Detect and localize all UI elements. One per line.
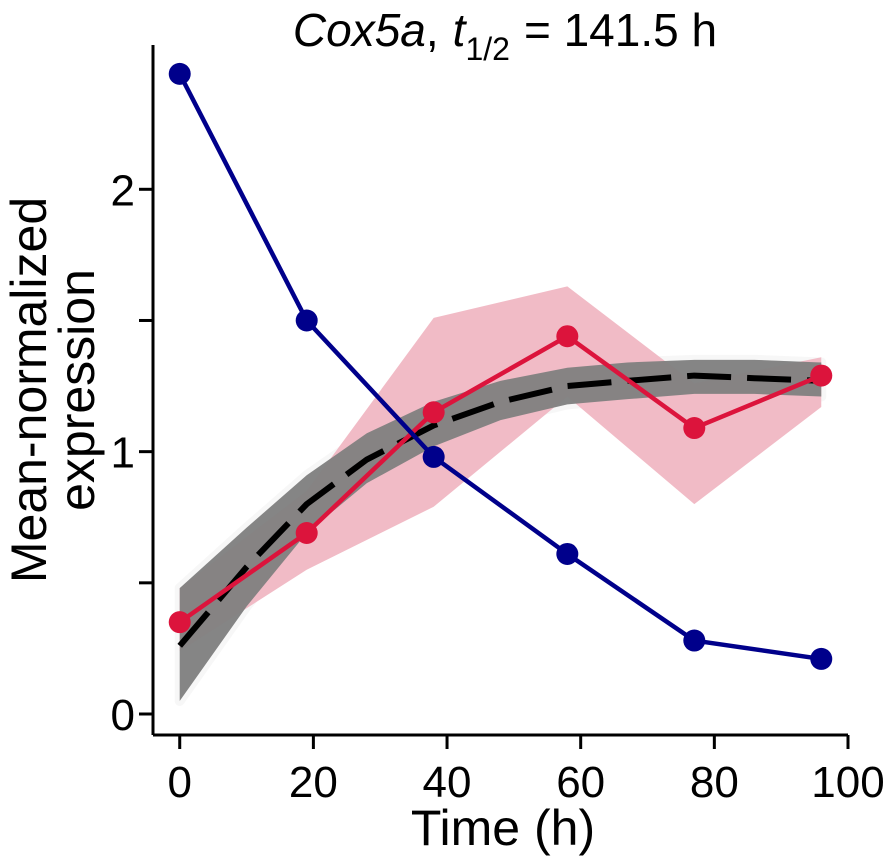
x-tick-label: 20 bbox=[289, 758, 338, 807]
blue-series-point bbox=[556, 542, 579, 565]
x-axis-title: Time (h) bbox=[411, 800, 595, 856]
blue-series-point bbox=[168, 62, 191, 85]
y-tick-label: 1 bbox=[111, 429, 135, 478]
y-axis-title-line2: expression bbox=[49, 269, 105, 511]
title-value: = 141.5 h bbox=[524, 4, 717, 56]
x-tick-label: 40 bbox=[423, 758, 472, 807]
blue-series-line bbox=[177, 72, 822, 662]
red-series-point bbox=[168, 611, 191, 634]
blue-series-point bbox=[295, 309, 318, 332]
blue-series-point bbox=[810, 647, 833, 670]
y-tick-label: 2 bbox=[111, 166, 135, 215]
red-series-line bbox=[178, 333, 823, 625]
title-comma: , bbox=[426, 4, 439, 56]
series-markers bbox=[168, 62, 833, 670]
x-ticks: 0 20 40 60 80 100 bbox=[167, 735, 885, 807]
y-ticks: 0 1 2 bbox=[111, 166, 153, 740]
red-series-point bbox=[810, 364, 833, 387]
title-subscript: 1/2 bbox=[465, 31, 509, 67]
y-axis-title-line1: Mean-normalized bbox=[1, 197, 57, 583]
x-tick-label: 60 bbox=[556, 758, 605, 807]
red-series-point bbox=[556, 325, 579, 348]
series-lines bbox=[177, 72, 823, 662]
x-tick-label: 100 bbox=[811, 758, 884, 807]
red-series-band bbox=[179, 286, 822, 652]
axes: 0 20 40 60 80 100 0 1 2 bbox=[111, 45, 885, 807]
blue-series-point bbox=[683, 629, 706, 652]
blue-series-point bbox=[422, 445, 445, 468]
y-tick-label: 0 bbox=[111, 691, 135, 740]
red-series-point bbox=[295, 521, 318, 544]
red-series-point bbox=[422, 401, 445, 424]
title-gene: Cox5a bbox=[293, 4, 426, 56]
red-series-point bbox=[683, 417, 706, 440]
chart-title: Cox5a, t1/2 = 141.5 h bbox=[293, 4, 717, 67]
x-tick-label: 80 bbox=[690, 758, 739, 807]
title-t: t bbox=[453, 4, 468, 56]
x-tick-label: 0 bbox=[167, 758, 191, 807]
fit-dashed-line bbox=[177, 372, 822, 648]
confidence-bands bbox=[174, 286, 827, 706]
